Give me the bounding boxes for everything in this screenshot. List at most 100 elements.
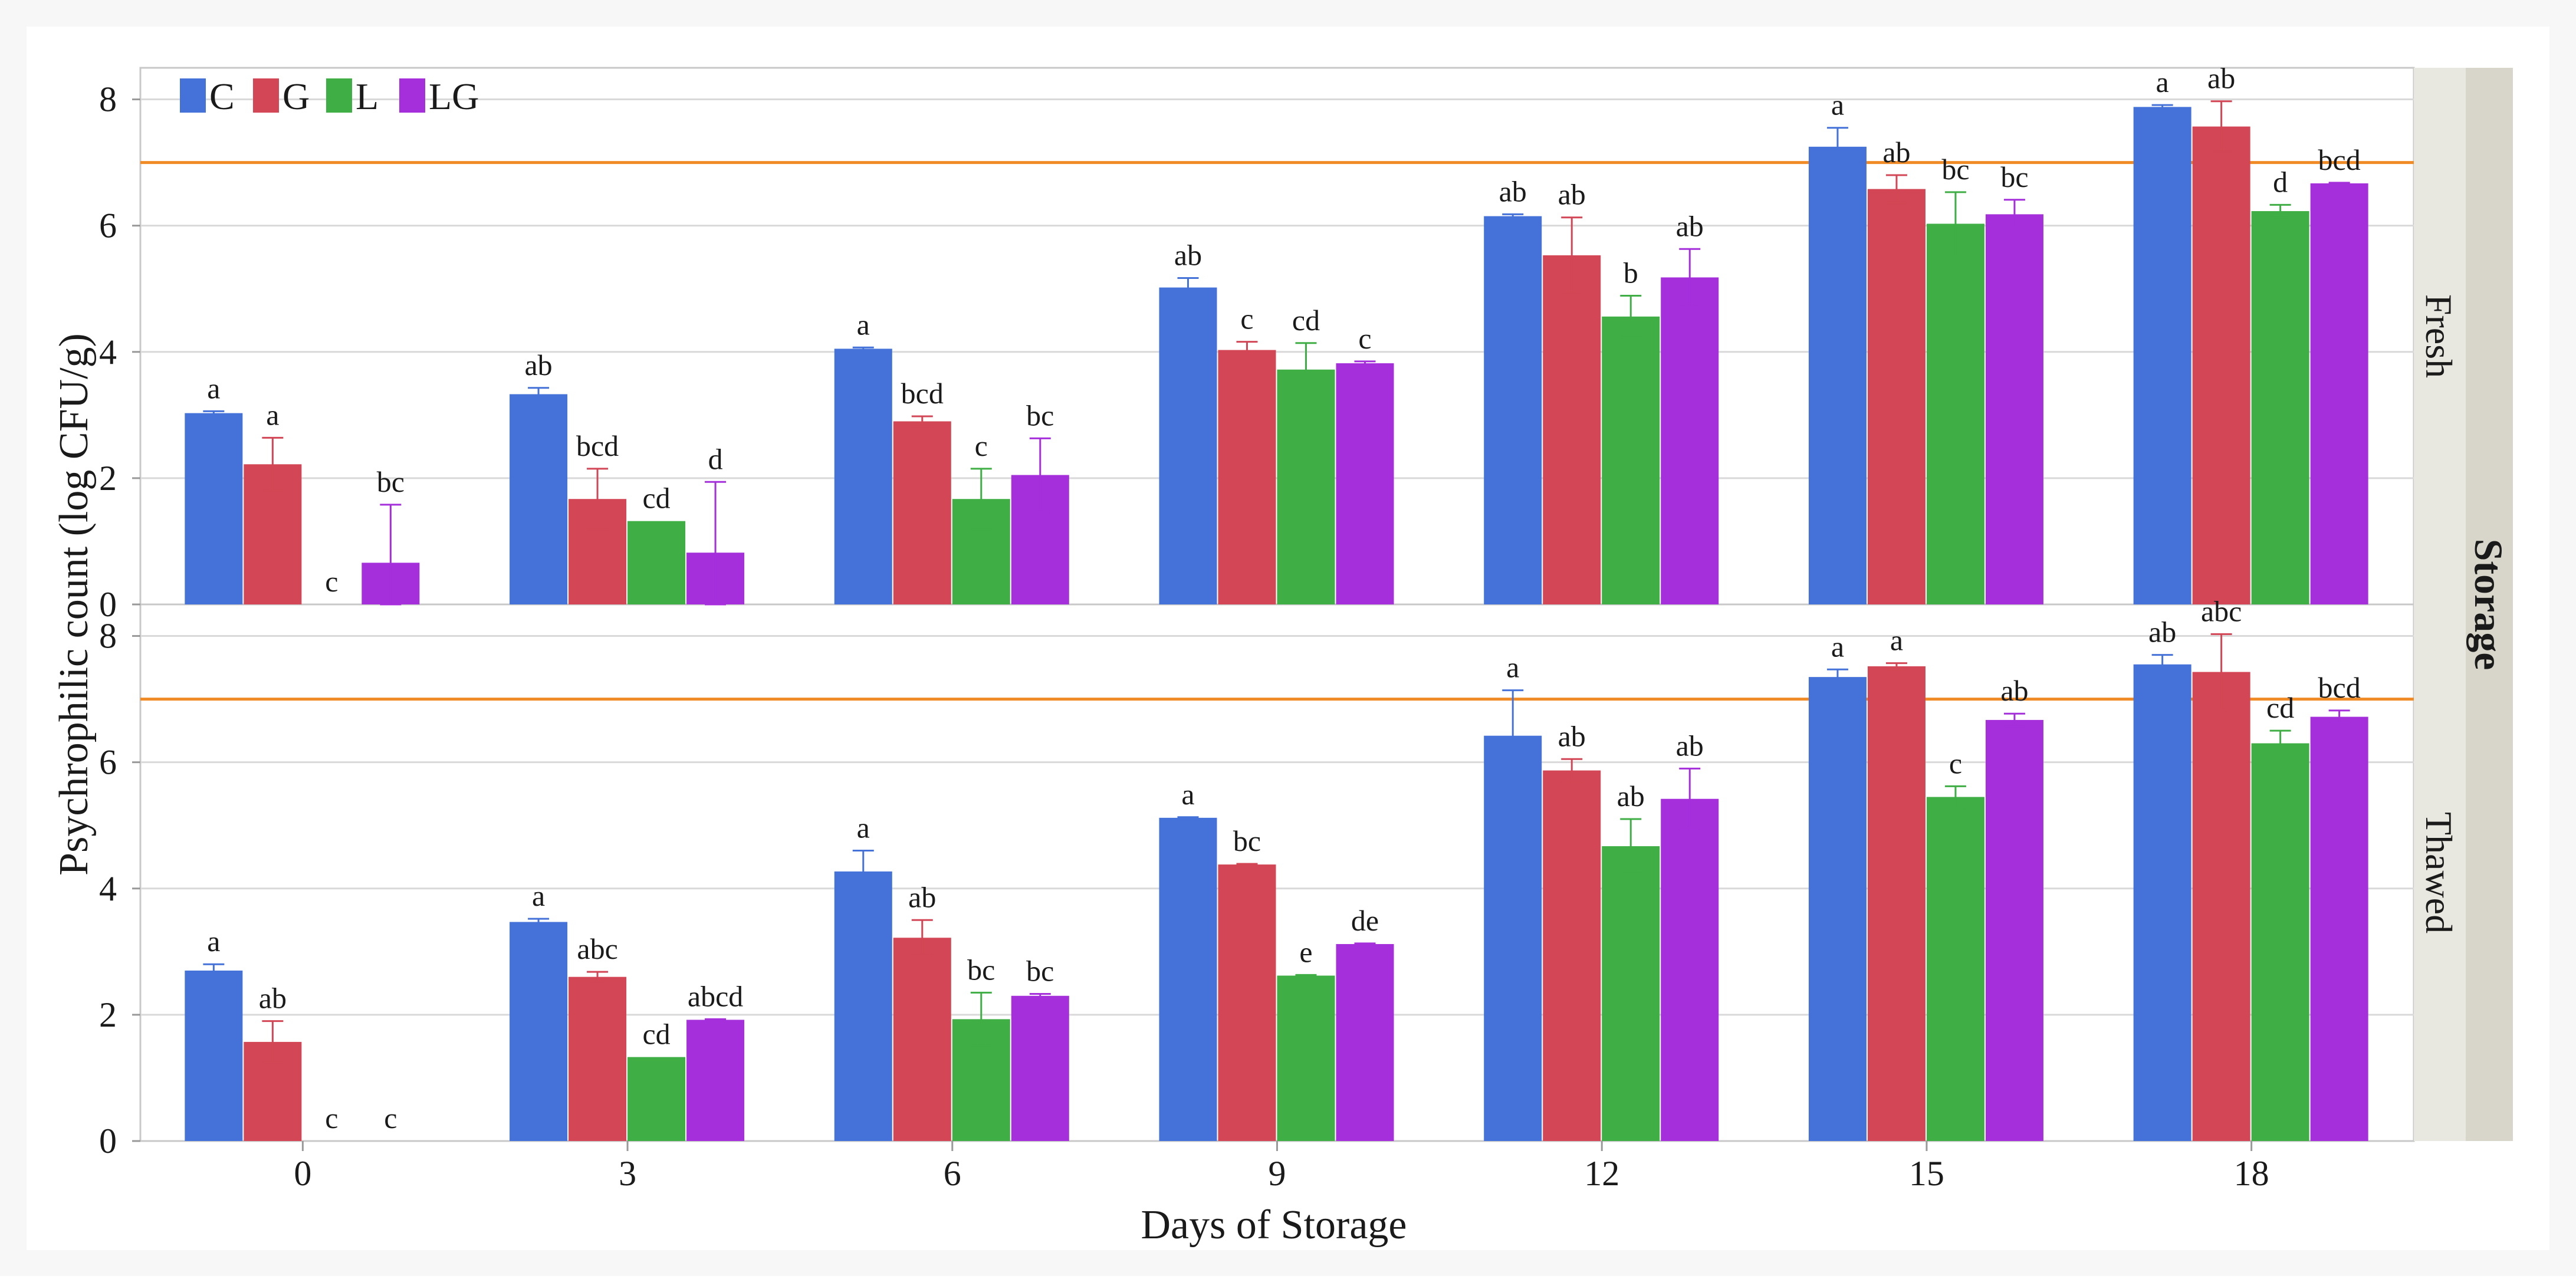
- significance-letter: a: [1831, 630, 1844, 663]
- significance-letter: c: [1949, 747, 1962, 780]
- bar-thawed-l-day-15: [1926, 797, 1984, 1141]
- bar-fresh-g-day-12: [1543, 255, 1601, 604]
- bar-thawed-g-day-6: [893, 938, 951, 1141]
- bar-layer: [185, 107, 2368, 1141]
- bar-thawed-c-day-3: [510, 922, 568, 1141]
- bar-fresh-g-day-6: [893, 421, 951, 604]
- bar-thawed-c-day-0: [185, 970, 243, 1141]
- significance-letter: cd: [642, 482, 670, 515]
- strip-label-thawed: Thawed: [2418, 812, 2460, 933]
- y-tick-label: 4: [99, 869, 117, 908]
- significance-letter: ab: [259, 982, 287, 1015]
- significance-letter: c: [325, 565, 338, 598]
- bar-thawed-l-day-9: [1277, 975, 1335, 1141]
- significance-letter: a: [207, 371, 220, 405]
- significance-letter: bc: [1941, 153, 1969, 186]
- significance-letter: bcd: [2318, 671, 2361, 704]
- bar-fresh-g-day-15: [1867, 189, 1926, 604]
- significance-letter: bc: [2000, 160, 2028, 193]
- bar-thawed-l-day-3: [627, 1057, 686, 1141]
- legend-label-g: G: [282, 75, 310, 117]
- significance-letter: bc: [967, 953, 995, 986]
- significance-letter: ab: [908, 880, 936, 913]
- bar-fresh-l-day-18: [2251, 211, 2309, 604]
- strip-storage-background: [2466, 68, 2513, 1141]
- y-tick-label: 0: [99, 1122, 117, 1160]
- bar-fresh-g-day-18: [2192, 126, 2250, 605]
- bar-thawed-c-day-18: [2133, 664, 2191, 1141]
- significance-letter: ab: [1882, 136, 1910, 169]
- bar-thawed-lg-day-6: [1011, 995, 1069, 1141]
- significance-letter: bc: [1233, 824, 1261, 857]
- bar-fresh-lg-day-9: [1336, 363, 1394, 604]
- significance-letter: abc: [2201, 594, 2242, 627]
- bar-fresh-l-day-15: [1926, 223, 1984, 604]
- bar-fresh-c-day-6: [834, 348, 892, 604]
- significance-letter: de: [1351, 904, 1379, 937]
- strip-thawed-background: [2414, 604, 2466, 1141]
- y-tick-label: 8: [99, 80, 117, 119]
- bar-thawed-g-day-18: [2192, 672, 2250, 1141]
- significance-letter: c: [1240, 303, 1253, 336]
- significance-letter: a: [266, 398, 279, 431]
- significance-letter: ab: [524, 348, 552, 382]
- significance-letter: ab: [1676, 209, 1704, 242]
- significance-letter: cd: [1292, 304, 1320, 337]
- bar-thawed-c-day-6: [834, 871, 892, 1141]
- x-tick-label: 15: [1909, 1154, 1944, 1193]
- y-tick-label: 0: [99, 585, 117, 624]
- y-tick-label: 4: [99, 333, 117, 371]
- x-tick-label: 9: [1269, 1154, 1286, 1193]
- y-tick-label: 6: [99, 743, 117, 782]
- bar-thawed-l-day-18: [2251, 743, 2309, 1141]
- significance-letter: c: [384, 1102, 397, 1135]
- significance-letter: ab: [1558, 178, 1586, 211]
- significance-letter: a: [1506, 651, 1519, 684]
- significance-letter: ab: [1617, 780, 1645, 813]
- x-axis-title: Days of Storage: [1141, 1202, 1407, 1248]
- y-tick-label: 8: [99, 617, 117, 656]
- bar-thawed-c-day-15: [1808, 677, 1867, 1141]
- significance-letter: e: [1299, 935, 1312, 968]
- legend-swatch-c: [180, 78, 206, 113]
- strip-fresh-background: [2414, 68, 2466, 604]
- x-tick-label: 18: [2234, 1154, 2269, 1193]
- significance-letter: bcd: [901, 377, 944, 410]
- bar-fresh-g-day-9: [1218, 350, 1276, 604]
- significance-letter: bc: [1026, 955, 1054, 988]
- x-tick-label: 0: [294, 1154, 311, 1193]
- significance-letter: a: [1831, 88, 1844, 121]
- significance-letter: abcd: [688, 979, 743, 1012]
- bar-fresh-c-day-15: [1808, 146, 1867, 604]
- bar-thawed-lg-day-9: [1336, 943, 1394, 1141]
- significance-letter: c: [325, 1102, 338, 1135]
- significance-letter: ab: [1499, 175, 1527, 208]
- significance-letter: d: [708, 442, 723, 475]
- bar-fresh-l-day-9: [1277, 369, 1335, 604]
- significance-letter: a: [1181, 778, 1194, 811]
- legend-swatch-l: [326, 78, 352, 113]
- significance-letter: ab: [1558, 719, 1586, 752]
- y-tick-label: 6: [99, 206, 117, 245]
- significance-letter: cd: [2266, 691, 2294, 724]
- bar-thawed-lg-day-18: [2310, 716, 2368, 1141]
- strip-title-storage: Storage: [2466, 539, 2511, 670]
- x-tick-label: 6: [944, 1154, 961, 1193]
- legend-label-c: C: [209, 75, 235, 117]
- significance-letter: ab: [2207, 62, 2235, 95]
- significance-letter: d: [2273, 165, 2288, 198]
- bar-fresh-l-day-3: [627, 521, 686, 604]
- significance-letter: a: [207, 925, 220, 958]
- error-bar-layer: [203, 100, 2350, 1064]
- bar-thawed-g-day-12: [1543, 770, 1601, 1141]
- significance-letter: a: [2156, 65, 2169, 98]
- strip-label-fresh: Fresh: [2418, 294, 2460, 378]
- significance-letter: bcd: [2318, 143, 2361, 176]
- y-tick-label: 2: [99, 995, 117, 1034]
- significance-letter: ab: [2000, 674, 2028, 707]
- x-tick-label: 3: [619, 1154, 636, 1193]
- bar-thawed-g-day-3: [569, 976, 627, 1141]
